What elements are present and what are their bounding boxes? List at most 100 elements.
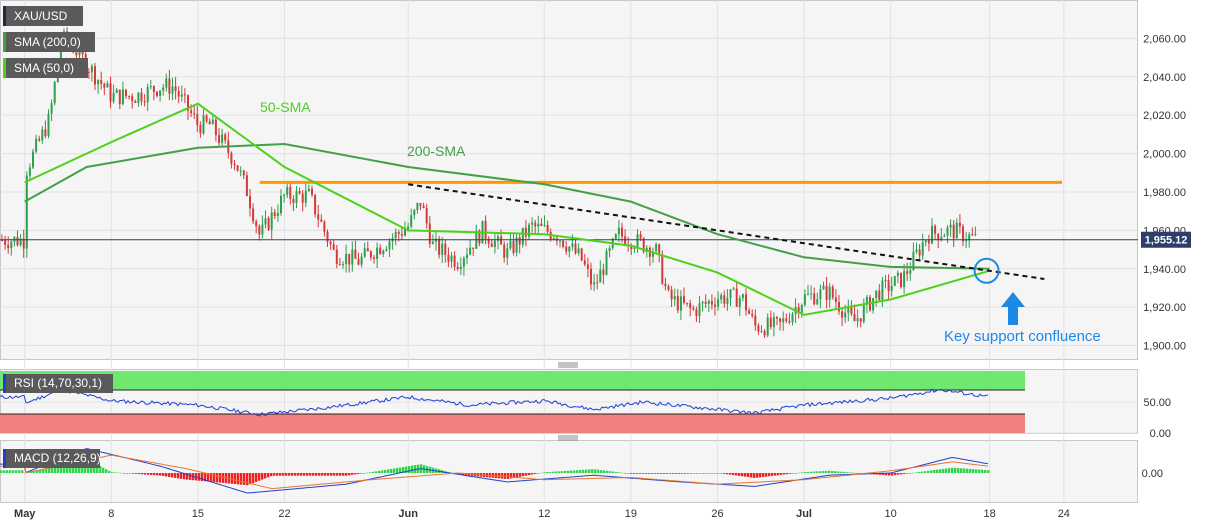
candle-body	[224, 134, 227, 141]
macd-histogram-bar	[621, 472, 624, 474]
candle-body	[208, 121, 211, 125]
macd-histogram-bar	[927, 470, 930, 473]
macd-histogram-bar	[0, 470, 3, 473]
candle-body	[918, 249, 921, 256]
macd-histogram-bar	[825, 470, 828, 473]
macd-histogram-bar	[9, 470, 12, 473]
macd-tag[interactable]: MACD (12,26,9)	[3, 449, 101, 468]
macd-histogram-bar	[312, 473, 315, 476]
macd-histogram-bar	[300, 473, 303, 476]
candle-body	[776, 316, 778, 319]
candle-body	[676, 296, 679, 311]
svg-text:RSI (14,70,30,1): RSI (14,70,30,1)	[14, 376, 102, 390]
candle-body	[35, 138, 38, 152]
macd-histogram-bar	[171, 473, 174, 478]
candle-body	[134, 101, 137, 103]
symbol-tag[interactable]: XAU/USD	[3, 6, 83, 26]
sma200-tag[interactable]: SMA (200,0)	[3, 32, 95, 52]
macd-histogram-bar	[45, 468, 48, 473]
candle-body	[621, 227, 623, 237]
rsi-y-tick-label: 50.00	[1143, 397, 1171, 409]
candle-body	[679, 296, 682, 311]
macd-histogram-bar	[759, 473, 762, 478]
rsi-tag[interactable]: RSI (14,70,30,1)	[3, 374, 113, 393]
candle-body	[373, 257, 375, 259]
macd-histogram-bar	[30, 471, 33, 473]
macd-histogram-bar	[834, 471, 837, 473]
candle-body	[636, 234, 639, 249]
macd-histogram-bar	[591, 469, 594, 473]
candle-body	[7, 244, 10, 249]
candle-body	[531, 222, 534, 225]
macd-histogram-bar	[975, 469, 978, 473]
candle-body	[140, 92, 143, 102]
x-tick-label: 24	[1058, 508, 1070, 520]
macd-histogram-bar	[507, 473, 510, 479]
x-tick-label: 15	[192, 508, 204, 520]
candle-body	[236, 165, 239, 171]
macd-histogram-bar	[288, 473, 291, 476]
candle-body	[828, 286, 831, 300]
candle-body	[686, 302, 689, 304]
macd-histogram-bar	[252, 473, 255, 484]
candle-body	[109, 83, 112, 102]
candle-body	[131, 96, 134, 102]
macd-histogram-bar	[837, 471, 840, 473]
trendline	[408, 183, 1045, 280]
macd-histogram-bar	[651, 473, 654, 474]
macd-histogram-bar	[750, 473, 753, 478]
macd-histogram-bar	[459, 473, 462, 475]
macd-histogram-bar	[570, 470, 573, 473]
candle-body	[661, 254, 664, 284]
candle-body	[416, 203, 419, 210]
macd-histogram-bar	[747, 473, 750, 478]
macd-histogram-bar	[597, 469, 600, 473]
macd-histogram-bar	[567, 470, 570, 473]
candle-body	[90, 66, 93, 73]
candle-body	[50, 103, 53, 114]
macd-line	[0, 448, 989, 494]
macd-histogram-bar	[408, 466, 411, 473]
candle-body	[407, 226, 410, 230]
candle-body	[940, 237, 943, 241]
candle-body	[388, 241, 391, 250]
candle-body	[87, 71, 90, 73]
y-tick-label: 1,920.00	[1143, 302, 1186, 314]
candle-body	[593, 282, 596, 285]
candle-body	[803, 294, 806, 305]
candle-body	[351, 249, 354, 265]
candle-body	[199, 124, 202, 134]
macd-histogram-bar	[717, 473, 720, 474]
candle-body	[599, 269, 602, 283]
macd-histogram-bar	[930, 470, 933, 473]
candle-body	[760, 331, 763, 333]
macd-histogram-bar	[798, 472, 801, 474]
rsi-y-tick-label: 0.00	[1150, 428, 1171, 440]
candle-body	[242, 170, 245, 176]
macd-histogram-bar	[558, 471, 561, 473]
macd-series	[0, 448, 990, 494]
panel-resize-handle-2[interactable]	[558, 435, 578, 441]
macd-histogram-bar	[978, 469, 981, 473]
candle-body	[909, 269, 912, 274]
candle-body	[112, 92, 115, 102]
sma50-tag[interactable]: SMA (50,0)	[3, 58, 88, 78]
candle-body	[952, 224, 955, 239]
candle-body	[800, 304, 803, 314]
macd-histogram-bar	[945, 468, 948, 473]
macd-histogram-bar	[681, 473, 684, 474]
candle-body	[152, 86, 155, 92]
macd-y-tick-label: 0.00	[1142, 468, 1163, 480]
macd-histogram-bar	[315, 473, 318, 476]
macd-histogram-bar	[99, 466, 102, 473]
candle-body	[317, 214, 320, 220]
candle-body	[121, 89, 124, 105]
macd-histogram-bar	[96, 464, 99, 473]
macd-histogram-bar	[207, 473, 210, 482]
macd-histogram-bar	[780, 473, 783, 475]
macd-histogram-bar	[54, 466, 57, 473]
macd-histogram-bar	[714, 473, 717, 474]
macd-histogram-bar	[936, 469, 939, 473]
candle-body	[125, 89, 127, 97]
panel-resize-handle-1[interactable]	[558, 362, 578, 368]
